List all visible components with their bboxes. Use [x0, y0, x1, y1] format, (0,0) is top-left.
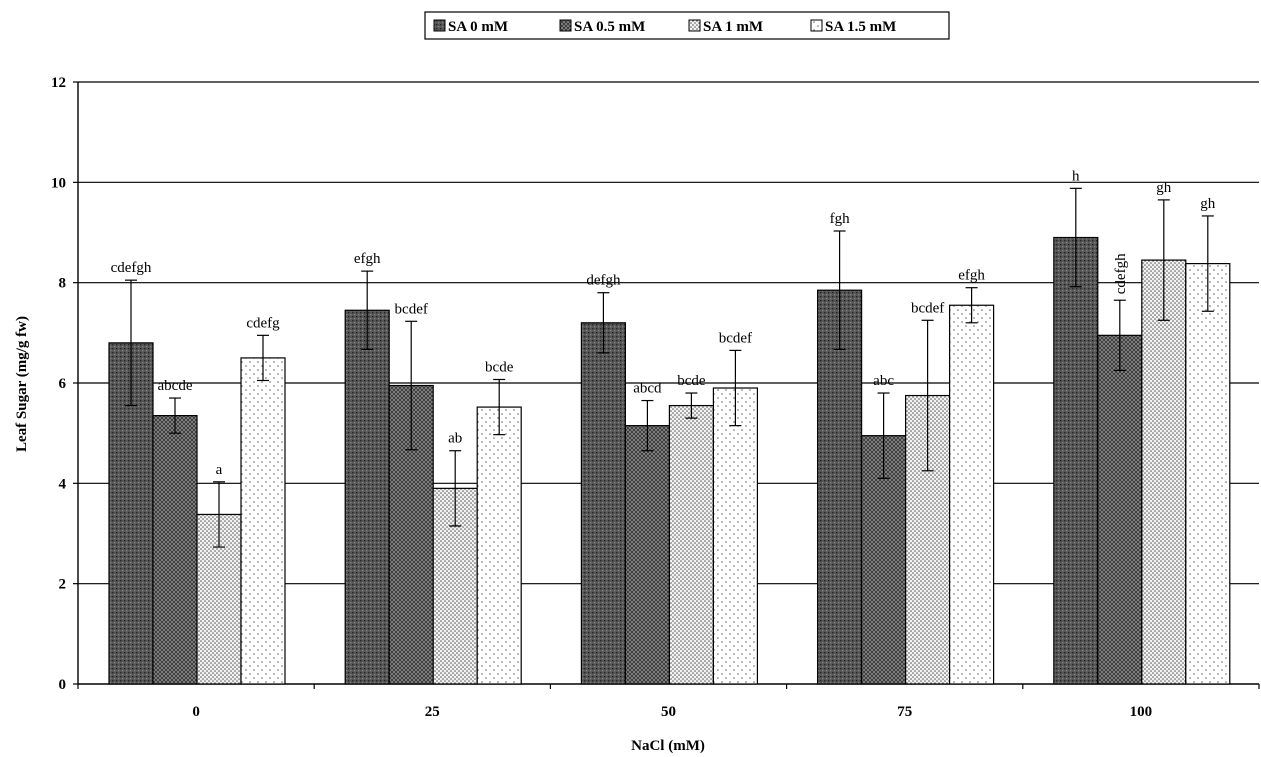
legend-swatch: [559, 19, 572, 32]
bar: [1141, 259, 1187, 685]
x-axis-title: NaCl (mM): [631, 738, 705, 754]
legend-swatch: [688, 19, 701, 32]
bar-label: defgh: [586, 273, 621, 289]
x-tick-label: 75: [897, 704, 912, 720]
bar-label: abc: [873, 373, 894, 389]
bar-label: efgh: [354, 251, 381, 267]
bar-label: h: [1072, 168, 1080, 184]
y-tick-label: 8: [59, 276, 67, 292]
x-tick-label: 50: [661, 704, 676, 720]
legend-label: SA 0.5 mM: [574, 19, 645, 35]
bar-label: gh: [1156, 180, 1172, 196]
y-tick-label: 12: [51, 75, 66, 91]
y-tick-label: 4: [59, 476, 67, 492]
bar-label: abcde: [158, 378, 193, 394]
bar-label: cdefg: [246, 315, 280, 331]
bar-label: bcde: [677, 373, 706, 389]
bar: [1185, 263, 1231, 685]
bar-label: efgh: [958, 268, 985, 284]
legend-label: SA 1 mM: [703, 19, 763, 35]
bars: [108, 236, 1231, 685]
y-axis: 0 2 4 6 8 10 12: [51, 75, 79, 693]
y-tick-label: 6: [59, 376, 67, 392]
bar: [580, 322, 627, 685]
x-tick-label: 0: [192, 704, 200, 720]
bar-label: bcdef: [719, 330, 752, 346]
bar-label: cdefgh: [1113, 253, 1129, 294]
bar-label: bcdef: [911, 300, 944, 316]
bar: [240, 357, 286, 685]
y-axis-title: Leaf Sugar (mg/g fw): [14, 316, 30, 452]
bar-label: ab: [448, 431, 462, 447]
legend-label: SA 1.5 mM: [825, 19, 896, 35]
bar: [948, 304, 995, 685]
bar-label: bcde: [485, 359, 514, 375]
bar-label: fgh: [830, 211, 850, 227]
legend-swatch: [810, 19, 823, 32]
bar: [476, 406, 522, 685]
bar-label: gh: [1200, 196, 1216, 212]
bar: [152, 415, 198, 685]
bar: [668, 404, 715, 685]
bar: [624, 425, 671, 685]
bar-label: cdefgh: [111, 260, 152, 276]
legend-swatch: [433, 19, 446, 32]
y-tick-label: 0: [59, 677, 67, 693]
x-tick-label: 25: [425, 704, 440, 720]
bar-label: abcd: [633, 381, 662, 397]
error-bars: [125, 187, 1214, 548]
y-tick-label: 10: [51, 175, 66, 191]
bar-label: bcdef: [395, 301, 428, 317]
legend: SA 0 mM SA 0.5 mM SA 1 mM SA 1.5 mM: [424, 11, 950, 40]
bar: [1053, 236, 1099, 685]
bar: [1097, 334, 1143, 685]
bar: [344, 309, 390, 685]
bar: [712, 387, 759, 685]
x-axis: 0 25 50 75 100: [77, 683, 1260, 720]
y-tick-label: 2: [59, 577, 67, 593]
bar-label: a: [216, 462, 223, 478]
x-tick-label: 100: [1130, 704, 1153, 720]
legend-label: SA 0 mM: [448, 19, 508, 35]
legend-box: [424, 11, 950, 40]
